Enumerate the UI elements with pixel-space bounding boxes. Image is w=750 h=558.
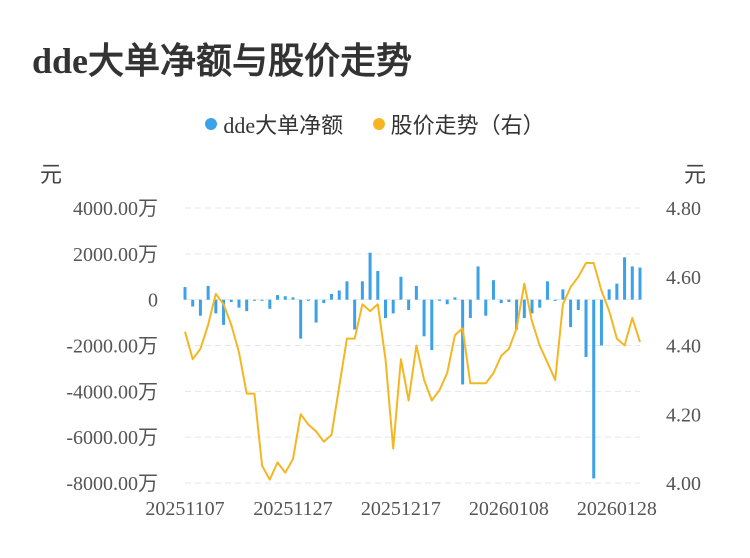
right-tick-label: 4.60 [666,267,701,289]
left-axis-unit: 元 [40,162,63,187]
bar-dde[interactable] [306,299,310,301]
left-tick-label: -4000.00万 [66,381,158,403]
bar-dde[interactable] [507,299,511,302]
bar-dde[interactable] [530,299,534,314]
chart-legend: dde大单净额 股价走势（右） [0,108,750,140]
left-tick-label: -6000.00万 [66,427,158,449]
x-axis-ticks: 20251107 20251127 20251217 20260108 20260128 [145,498,656,520]
bar-dde[interactable] [353,299,357,330]
bar-dde[interactable] [322,299,326,304]
right-tick-label: 4.00 [666,473,701,495]
bar-dde[interactable] [384,299,388,318]
bar-dde[interactable] [461,299,465,385]
left-axis-ticks: 4000.00万 2000.00万 0 -2000.00万 -4000.00万 -6000… [66,198,158,495]
bar-dde[interactable] [592,299,596,479]
bar-dde[interactable] [576,299,580,310]
bar-dde[interactable] [522,299,526,318]
bar-dde[interactable] [252,299,256,301]
bar-dde[interactable] [268,299,272,309]
bar-dde[interactable] [499,299,503,304]
bar-dde[interactable] [553,299,557,301]
bar-dde[interactable] [337,290,341,300]
bar-dde[interactable] [206,285,210,300]
bar-dde[interactable] [561,289,565,300]
bar-dde[interactable] [638,267,642,300]
x-tick-label: 20251107 [145,498,224,520]
right-axis-ticks: 4.80 4.60 4.40 4.20 4.00 [666,198,701,495]
right-axis-unit: 元 [684,162,707,187]
bar-dde[interactable] [260,299,264,301]
bar-dde[interactable] [623,257,627,300]
price-line[interactable] [184,262,641,481]
bar-dde[interactable] [569,299,573,328]
legend-label-price: 股价走势（右） [390,113,545,138]
bar-dde[interactable] [630,266,634,300]
bar-dde[interactable] [276,295,280,300]
bar-dde[interactable] [430,299,434,351]
bar-dde[interactable] [345,281,349,300]
line-series-price [184,262,641,481]
left-tick-label: -8000.00万 [66,473,158,495]
bar-dde[interactable] [538,299,542,308]
bar-dde[interactable] [283,296,287,300]
bar-dde[interactable] [484,299,488,316]
bar-series-dde [183,252,642,479]
bar-dde[interactable] [422,299,426,337]
right-tick-label: 4.40 [666,336,701,358]
x-tick-label: 20251127 [253,498,332,520]
bar-dde[interactable] [376,271,380,300]
bar-dde[interactable] [314,299,318,323]
right-tick-label: 4.20 [666,404,701,426]
legend-item-price[interactable]: 股价走势（右） [372,108,545,140]
left-tick-label: -2000.00万 [66,336,158,358]
bar-dde[interactable] [245,299,249,312]
chart-title: dde大单净额与股价走势 [32,41,413,81]
legend-label-dde: dde大单净额 [223,113,344,138]
bar-dde[interactable] [607,289,611,300]
bar-dde[interactable] [615,283,619,300]
bar-dde[interactable] [437,299,441,301]
bar-dde[interactable] [476,266,480,300]
bar-dde[interactable] [407,299,411,310]
legend-dot-dde-icon [205,118,218,130]
bar-dde[interactable] [545,281,549,300]
bar-dde[interactable] [468,299,472,318]
bar-dde[interactable] [599,299,603,346]
grid-lines [185,207,640,484]
bar-dde[interactable] [222,299,226,325]
bar-dde[interactable] [515,299,519,330]
x-tick-label: 20260108 [469,498,549,520]
x-tick-label: 20260128 [577,498,657,520]
left-tick-label: 4000.00万 [73,198,158,220]
bar-dde[interactable] [229,299,233,302]
bar-dde[interactable] [584,299,588,357]
bar-dde[interactable] [360,281,364,300]
right-tick-label: 4.80 [666,198,701,220]
bar-dde[interactable] [214,299,218,314]
legend-item-dde[interactable]: dde大单净额 [205,108,343,140]
bar-dde[interactable] [414,285,418,300]
bar-dde[interactable] [237,299,241,308]
bar-dde[interactable] [453,297,457,300]
bar-dde[interactable] [198,299,202,316]
bar-dde[interactable] [191,299,195,307]
bar-dde[interactable] [299,299,303,339]
bar-dde[interactable] [291,297,295,300]
legend-dot-price-icon [372,118,385,130]
x-tick-label: 20251217 [361,498,441,520]
left-tick-label: 0 [148,290,158,312]
bar-dde[interactable] [330,293,334,300]
bar-dde[interactable] [399,276,403,300]
bar-dde[interactable] [491,280,495,300]
left-tick-label: 2000.00万 [73,244,158,266]
bar-dde[interactable] [391,299,395,314]
bar-dde[interactable] [368,252,372,300]
bar-dde[interactable] [183,287,187,300]
bar-dde[interactable] [445,299,449,305]
